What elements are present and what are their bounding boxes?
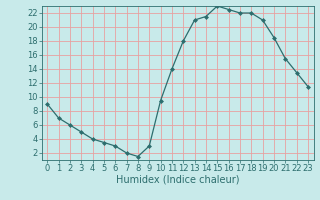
- X-axis label: Humidex (Indice chaleur): Humidex (Indice chaleur): [116, 175, 239, 185]
